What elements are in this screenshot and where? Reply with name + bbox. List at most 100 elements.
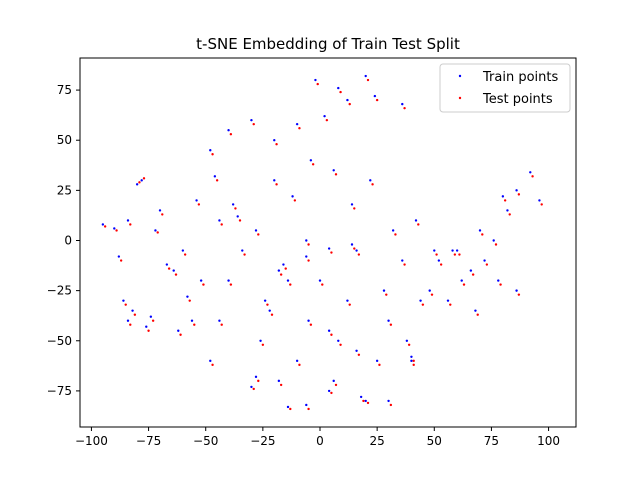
train-point xyxy=(538,199,541,202)
test-point xyxy=(371,183,374,186)
test-point xyxy=(385,293,388,296)
y-tick-label: 0 xyxy=(64,233,72,247)
test-point xyxy=(138,181,141,184)
test-point xyxy=(234,207,237,210)
train-point xyxy=(195,199,198,202)
train-point xyxy=(282,263,285,266)
train-point xyxy=(213,175,217,178)
train-point xyxy=(460,279,463,282)
test-point xyxy=(389,323,393,326)
train-point xyxy=(327,389,331,393)
test-point xyxy=(275,183,278,186)
test-point xyxy=(211,363,214,367)
test-point xyxy=(115,229,118,232)
test-point xyxy=(389,403,393,407)
test-point xyxy=(261,343,265,346)
test-point xyxy=(279,383,283,387)
test-point xyxy=(266,303,269,306)
train-point xyxy=(437,259,441,262)
train-point xyxy=(327,329,331,332)
train-point xyxy=(323,114,326,118)
train-point xyxy=(451,249,454,252)
test-point xyxy=(289,407,292,411)
x-tick-label: −75 xyxy=(136,434,161,448)
test-point xyxy=(202,283,205,286)
train-point xyxy=(268,309,271,312)
train-point xyxy=(140,179,143,182)
plot-area-frame xyxy=(79,57,577,428)
train-point xyxy=(172,269,175,272)
legend-label-train: Train points xyxy=(482,70,558,85)
x-tick-label: 50 xyxy=(427,434,442,448)
points-layer xyxy=(101,74,543,411)
test-point xyxy=(421,303,425,306)
train-point xyxy=(286,405,290,409)
test-point xyxy=(481,233,484,236)
legend-marker-train xyxy=(458,74,462,78)
train-point xyxy=(227,129,230,132)
x-tick-label: 0 xyxy=(316,434,324,448)
test-point xyxy=(270,313,274,316)
test-point xyxy=(307,259,310,262)
train-point xyxy=(346,299,349,302)
train-point xyxy=(483,259,486,262)
test-point xyxy=(252,122,255,126)
test-point xyxy=(430,293,434,296)
train-point xyxy=(273,179,276,182)
test-point xyxy=(348,102,351,106)
train-point xyxy=(126,219,130,222)
train-point xyxy=(305,403,308,407)
train-point xyxy=(241,249,244,252)
test-point xyxy=(439,263,443,266)
train-point xyxy=(327,247,331,250)
test-point xyxy=(417,223,420,226)
train-point xyxy=(254,229,258,232)
test-point xyxy=(321,283,324,286)
test-point xyxy=(330,333,333,336)
x-tick-label: −100 xyxy=(75,434,108,448)
train-point xyxy=(145,325,148,328)
train-point xyxy=(158,209,162,212)
train-point xyxy=(218,319,221,322)
test-point xyxy=(458,253,461,256)
x-tick-label: −25 xyxy=(250,434,275,448)
test-point xyxy=(508,213,511,216)
train-point xyxy=(236,215,239,218)
train-point xyxy=(469,269,473,272)
test-point xyxy=(531,175,534,178)
test-point xyxy=(167,267,171,270)
test-point xyxy=(183,253,187,256)
train-point xyxy=(414,219,418,222)
train-point xyxy=(337,86,340,90)
train-point xyxy=(165,263,169,266)
train-point xyxy=(154,229,157,232)
test-point xyxy=(348,303,351,306)
legend-label-test: Test points xyxy=(482,92,553,107)
test-point xyxy=(517,193,521,196)
train-point xyxy=(346,98,349,102)
train-point xyxy=(401,102,404,106)
train-point xyxy=(428,289,431,292)
train-point xyxy=(355,249,358,252)
train-point xyxy=(305,255,308,258)
train-point xyxy=(455,249,459,252)
train-point xyxy=(501,195,505,198)
y-tick-label: 50 xyxy=(57,133,72,147)
test-point xyxy=(330,251,333,254)
test-point xyxy=(229,283,233,286)
test-point xyxy=(133,313,137,316)
test-point xyxy=(412,359,415,363)
train-point xyxy=(250,385,253,389)
train-point xyxy=(122,299,125,302)
test-point xyxy=(238,219,242,222)
test-point xyxy=(298,126,301,130)
train-point xyxy=(190,319,194,322)
test-point xyxy=(435,253,438,256)
test-point xyxy=(353,207,356,210)
test-point xyxy=(394,233,397,236)
train-point xyxy=(387,319,390,322)
train-point xyxy=(291,195,294,198)
test-point xyxy=(275,143,278,146)
train-point xyxy=(391,229,395,232)
test-point xyxy=(503,199,507,202)
